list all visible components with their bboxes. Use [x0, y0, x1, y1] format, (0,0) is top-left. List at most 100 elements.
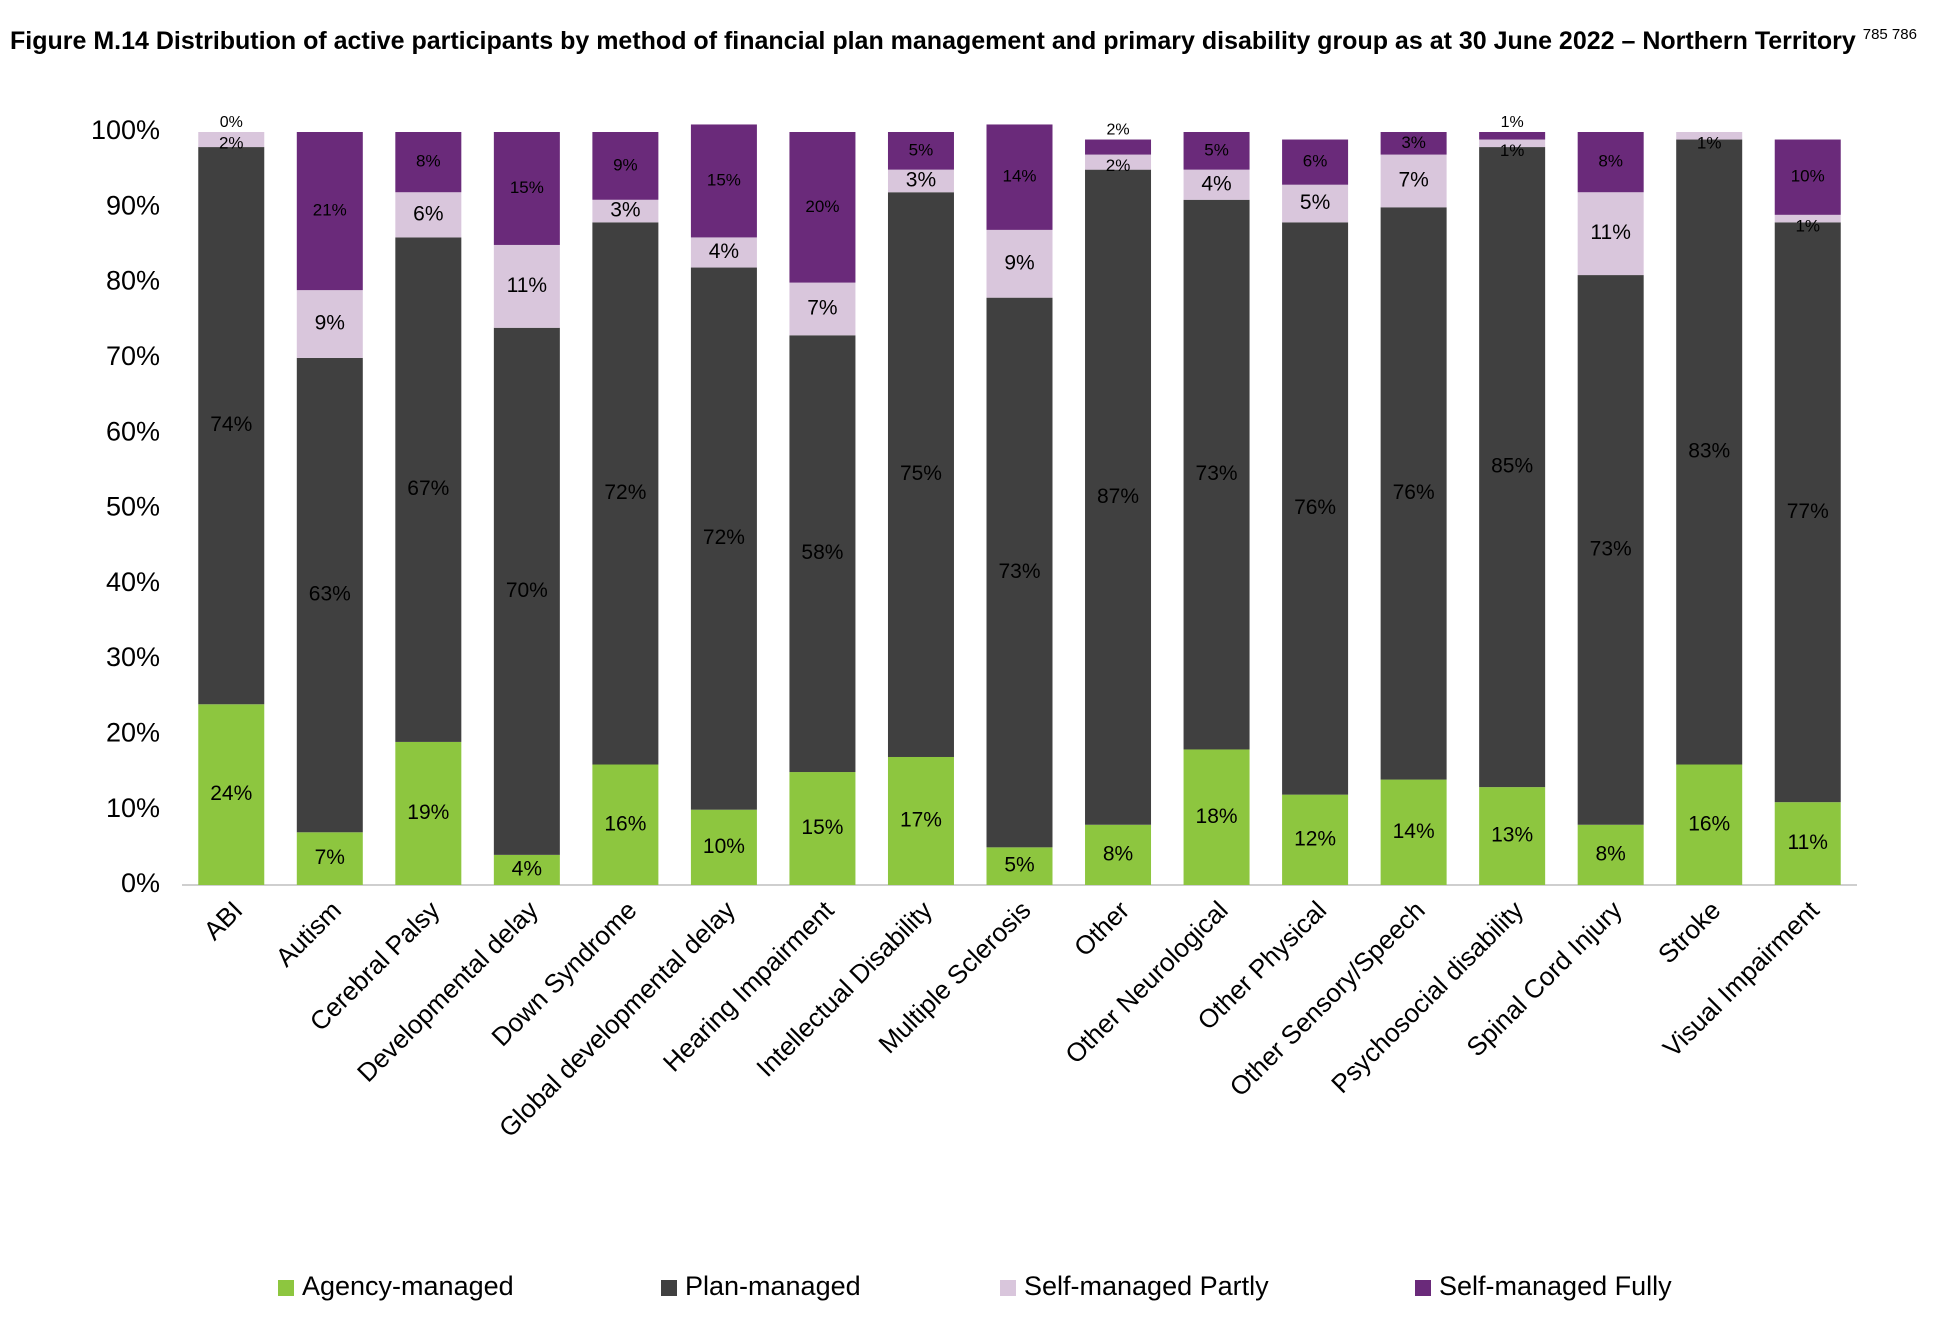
bar-segment [986, 124, 1053, 230]
data-label: 10% [1791, 167, 1825, 186]
bar-segment [1085, 824, 1152, 885]
data-label: 5% [1204, 140, 1229, 159]
bar-segment [1774, 214, 1841, 223]
data-label: 15% [510, 178, 544, 197]
y-tick-label: 40% [106, 567, 160, 597]
data-label: 4% [512, 857, 542, 880]
bar-segment [986, 297, 1053, 848]
bar-segment [887, 192, 954, 757]
data-label: 76% [1393, 481, 1435, 504]
data-label: 5% [1004, 854, 1034, 877]
bar-segment [986, 847, 1053, 885]
bar-segment [887, 756, 954, 885]
bar-segment [1380, 207, 1447, 780]
bar-segment [592, 764, 659, 885]
data-label: 14% [1002, 167, 1036, 186]
data-label: 7% [807, 297, 837, 320]
x-tick-label: Intellectual Disability [750, 895, 938, 1083]
data-label: 13% [1491, 824, 1533, 847]
data-label: 8% [1598, 152, 1623, 171]
data-label: 11% [1590, 221, 1630, 244]
y-tick-label: 90% [106, 190, 160, 220]
data-label: 3% [906, 168, 936, 191]
x-tick-label: Hearing Impairment [657, 894, 840, 1077]
data-label: 67% [407, 477, 449, 500]
bar-segment [493, 132, 560, 245]
y-tick-label: 80% [106, 266, 160, 296]
bar-segment [395, 741, 462, 885]
x-tick-label: Psychosocial disability [1325, 895, 1529, 1099]
legend-swatch [1000, 1280, 1016, 1296]
data-label: 11% [507, 274, 547, 297]
data-label: 6% [1303, 152, 1328, 171]
bar-segment [1479, 139, 1546, 148]
legend-swatch [278, 1280, 294, 1296]
x-tick-label: Developmental delay [351, 895, 544, 1088]
bar-segment [198, 132, 265, 148]
x-tick-label: Stroke [1652, 895, 1726, 969]
bar-segment [198, 704, 265, 885]
bar-segment [1676, 139, 1743, 765]
y-tick-label: 0% [121, 868, 160, 898]
data-label: 14% [1393, 820, 1435, 843]
data-label: 17% [900, 809, 942, 832]
x-tick-label: ABI [198, 895, 249, 946]
data-label: 87% [1097, 485, 1139, 508]
data-label: 8% [1595, 842, 1625, 865]
bar-segment [1774, 802, 1841, 885]
bar-segment [395, 192, 462, 238]
data-label: 16% [1688, 812, 1730, 835]
bar-segment [789, 282, 856, 336]
bar-segment [1085, 169, 1152, 825]
x-tick-label: Other [1068, 895, 1135, 962]
data-label: 9% [1004, 251, 1034, 274]
bar-segment [887, 132, 954, 170]
title-superscript: 785 786 [1862, 26, 1917, 43]
data-label: 83% [1688, 440, 1730, 463]
data-label: 12% [1294, 827, 1336, 850]
data-label: 77% [1787, 500, 1829, 523]
y-tick-label: 20% [106, 718, 160, 748]
y-tick-label: 10% [106, 793, 160, 823]
bar-segment [1577, 275, 1644, 825]
bar-segment [789, 132, 856, 283]
data-label: 85% [1491, 455, 1533, 478]
bar-segment [395, 132, 462, 193]
legend-label: Self-managed Partly [1024, 1271, 1269, 1301]
data-label: 4% [709, 240, 739, 263]
bar-segment [690, 267, 757, 810]
data-label: 63% [309, 583, 351, 606]
x-tick-label: Other Sensory/Speech [1224, 895, 1431, 1102]
bar-segment [1479, 147, 1546, 788]
data-label: 3% [1401, 133, 1426, 152]
data-label: 19% [407, 801, 449, 824]
y-tick-label: 70% [106, 341, 160, 371]
bar-segment [1183, 169, 1250, 200]
y-tick-label: 60% [106, 416, 160, 446]
bar-segment [592, 222, 659, 765]
data-label: 8% [416, 152, 441, 171]
data-label: 15% [707, 170, 741, 189]
data-label: 1% [1697, 133, 1722, 152]
bar-segment [493, 244, 560, 328]
bar-segment [198, 147, 265, 705]
y-tick-label: 30% [106, 642, 160, 672]
data-label: 1% [1500, 141, 1525, 160]
bar-segment [1183, 199, 1250, 750]
data-label: 8% [1103, 842, 1133, 865]
data-label: 7% [1398, 168, 1428, 191]
data-label: 1% [1501, 114, 1524, 131]
bar-segment [1282, 794, 1349, 885]
bar-segment [1282, 222, 1349, 795]
bar-segment [887, 169, 954, 193]
data-label: 72% [703, 526, 745, 549]
data-label: 0% [220, 114, 243, 131]
legend-label: Plan-managed [685, 1271, 861, 1301]
data-label: 75% [900, 462, 942, 485]
x-tick-label: Autism [269, 895, 346, 972]
legend-swatch [661, 1280, 677, 1296]
bar-segment [1380, 779, 1447, 885]
bar-segment [789, 335, 856, 773]
